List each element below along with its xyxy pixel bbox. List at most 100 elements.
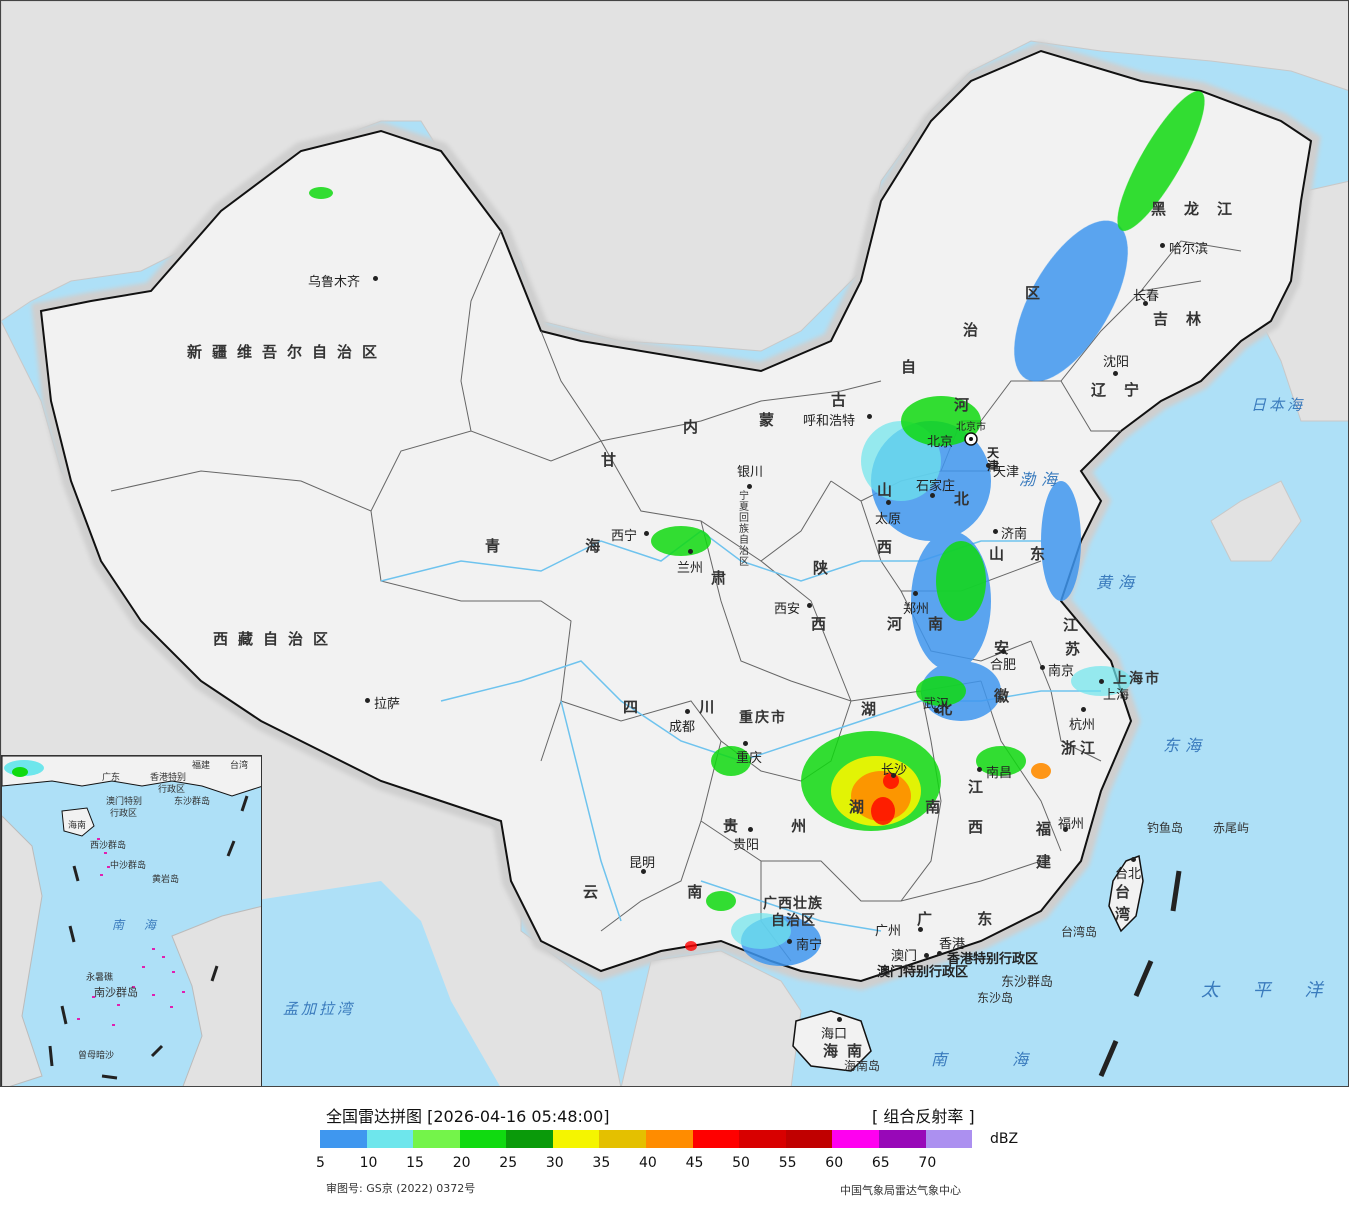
city-dot-chengdu: [685, 709, 690, 714]
legend-tick-label: 35: [592, 1155, 611, 1171]
inset-canvas: [2, 756, 261, 1086]
city-label-xining: 西宁: [611, 529, 638, 544]
province-label-shanxi-2: 西: [877, 538, 903, 556]
inset-label-0: 广东: [102, 773, 121, 783]
province-label-guangxi-2: 自治区: [771, 913, 816, 929]
province-label-fujian-2: 建: [1036, 853, 1062, 871]
city-dot-nanning: [787, 939, 792, 944]
city-dot-hefei: [1001, 649, 1006, 654]
province-label-macau: 澳门特别行政区: [877, 965, 969, 980]
province-label-hebei-1: 河: [954, 396, 980, 414]
city-label-hefei: 合肥: [990, 658, 1017, 673]
city-label-hohhot: 呼和浩特: [803, 414, 856, 429]
sea-label-bohai: 渤海: [1019, 470, 1064, 489]
province-label-chongqing: 重庆市: [739, 710, 787, 726]
city-dot-fuzhou: [1063, 827, 1068, 832]
legend-tick-label: 10: [359, 1155, 378, 1171]
legend-tick-label: 5: [316, 1155, 325, 1171]
legend-tick-label: 45: [685, 1155, 704, 1171]
legend-color-cell: [925, 1130, 973, 1148]
city-label-yinchuan: 银川: [737, 465, 764, 480]
city-label-tianjin: 天津: [993, 465, 1020, 480]
province-label-qinghai: 青 海: [485, 537, 641, 555]
city-dot-hangzhou: [1081, 707, 1086, 712]
province-label-neimenggu-2: 蒙: [759, 411, 785, 429]
city-dot-changchun: [1143, 301, 1148, 306]
legend-color-bar: [320, 1130, 973, 1148]
inset-label-9: 西沙群岛: [90, 841, 127, 851]
legend-color-cell: [413, 1130, 460, 1148]
province-label-jiangsu-2: 苏: [1065, 640, 1091, 658]
province-label-heilongjiang: 黑龙江: [1151, 200, 1251, 218]
province-label-shanxi-1: 山: [877, 481, 903, 499]
province-label-hebei-2: 北: [954, 490, 980, 508]
province-label-guizhou: 贵 州: [723, 817, 831, 835]
province-label-anhui-2: 徽: [994, 687, 1020, 705]
inset-label-10: 中沙群岛: [110, 861, 147, 871]
city-dot-chongqing: [743, 741, 748, 746]
city-dot-taipei: [1131, 857, 1136, 862]
city-dot-yinchuan: [747, 484, 752, 489]
legend-tick-label: 20: [452, 1155, 471, 1171]
legend-color-cell: [552, 1130, 600, 1148]
city-label-lhasa: 拉萨: [374, 697, 401, 712]
legend-tick-label: 65: [871, 1155, 890, 1171]
province-label-fujian-1: 福: [1036, 820, 1062, 838]
city-dot-urumqi: [373, 276, 378, 281]
legend-color-cell: [832, 1130, 879, 1148]
legend-product-label: [ 组合反射率 ]: [872, 1107, 975, 1126]
inset-label-4: 行政区: [158, 785, 186, 795]
city-label-shijiazhuang: 石家庄: [916, 479, 956, 494]
city-label-fuzhou: 福州: [1058, 817, 1085, 832]
city-label-wuhan: 武汉: [923, 697, 950, 712]
province-label-shaanxi-1: 陕: [813, 559, 839, 577]
city-label-macau: 澳门: [891, 949, 918, 964]
legend-tick-label: 30: [545, 1155, 564, 1171]
province-label-neimenggu-6: 区: [1025, 284, 1051, 302]
legend-tick-label: 25: [499, 1155, 518, 1171]
inset-label-1: 福建: [192, 761, 211, 771]
city-dot-lhasa: [365, 698, 370, 703]
city-dot-jinan: [993, 529, 998, 534]
inset-label-6: 行政区: [110, 809, 138, 819]
taiwan-island: [1108, 854, 1144, 933]
city-label-shenyang: 沈阳: [1103, 355, 1130, 370]
province-label-hongkong: 香港特别行政区: [947, 952, 1039, 967]
city-dot-lanzhou: [688, 549, 693, 554]
sea-label-mengjialawan: 孟加拉湾: [283, 1000, 356, 1018]
city-label-lanzhou: 兰州: [677, 561, 704, 576]
province-label-jiangxi-2: 西: [968, 818, 994, 836]
city-label-hongkong: 香港: [939, 937, 966, 952]
city-dot-harbin: [1160, 243, 1165, 248]
city-dot-hongkong: [937, 951, 942, 956]
province-label-guangdong: 广 东: [917, 910, 1013, 928]
province-label-hainan-2: 南: [847, 1042, 873, 1060]
city-label-chengdu: 成都: [669, 720, 696, 735]
city-label-changsha: 长沙: [881, 763, 908, 778]
city-label-nanchang: 南昌: [986, 766, 1013, 781]
province-label-hainan-1: 海: [823, 1042, 849, 1060]
city-label-harbin: 哈尔滨: [1169, 242, 1209, 257]
city-label-haikou: 海口: [821, 1027, 848, 1042]
legend-color-cell: [785, 1130, 833, 1148]
island-label-taiwandao: 台湾岛: [1061, 925, 1098, 939]
city-dot-shenyang: [1113, 371, 1118, 376]
city-dot-changsha: [891, 773, 896, 778]
legend-color-cell: [878, 1130, 926, 1148]
data-source-label: 中国气象局雷达气象中心: [840, 1184, 961, 1197]
inset-label-13: 南沙群岛: [94, 986, 138, 999]
city-label-beijing: 北京: [927, 435, 954, 450]
city-label-zhengzhou: 郑州: [903, 602, 930, 617]
sea-label-nanhai: 南 海: [931, 1050, 1059, 1069]
radar-echoes: [309, 90, 1205, 966]
city-label-urumqi: 乌鲁木齐: [308, 275, 361, 290]
province-label-shandong: 山东: [989, 545, 1072, 563]
legend-color-cell: [739, 1130, 786, 1148]
island-label-diaoyu: 钓鱼岛: [1147, 821, 1184, 835]
city-dot-nanchang: [977, 767, 982, 772]
city-label-kunming: 昆明: [629, 856, 656, 871]
province-label-neimenggu-4: 自: [901, 358, 927, 376]
province-label-yunnan: 云 南: [583, 883, 745, 901]
legend-color-cell: [459, 1130, 507, 1148]
island-label-chiwei: 赤尾屿: [1213, 821, 1250, 835]
